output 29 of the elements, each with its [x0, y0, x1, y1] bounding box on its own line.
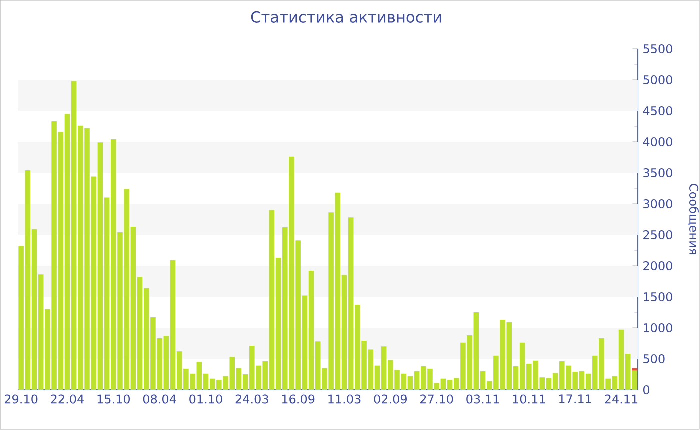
- x-tick-label: 24.11: [605, 394, 638, 404]
- y-axis-title: Сообщения: [688, 184, 700, 255]
- x-tick-label: 16.09: [282, 394, 315, 404]
- y-tick-label: 5000: [644, 75, 672, 85]
- y-tick-label: 2000: [644, 261, 672, 271]
- x-tick-label: 15.10: [98, 394, 130, 404]
- x-tick-label: 17.11: [559, 394, 592, 404]
- x-tick-label: 10.11: [513, 394, 546, 404]
- y-tick-label: 5500: [644, 44, 672, 54]
- y-tick-label: 0: [644, 385, 650, 395]
- y-tick-label: 1000: [644, 323, 672, 333]
- y-tick-label: 4500: [643, 106, 672, 116]
- bar: [632, 368, 638, 371]
- x-tick-label: 08.04: [143, 394, 176, 404]
- y-tick-label: 3500: [644, 168, 672, 178]
- x-tick-label: 01.10: [190, 394, 222, 404]
- y-tick-label: 3000: [644, 199, 672, 209]
- y-tick-label: 2500: [644, 230, 672, 240]
- chart-title: Статистика активности: [251, 11, 442, 23]
- x-tick-label: 29.10: [5, 394, 38, 404]
- y-tick-label: 1500: [644, 292, 672, 302]
- x-tick-label: 02.09: [374, 394, 407, 404]
- x-tick-label: 27.10: [420, 394, 454, 404]
- x-tick-label: 24.03: [236, 394, 268, 404]
- x-tick-label: 11.03: [328, 394, 361, 404]
- x-tick-label: 22.04: [51, 394, 84, 404]
- y-tick-label: 4000: [643, 137, 672, 147]
- x-tick-label: 03.11: [466, 394, 500, 404]
- y-tick-label: 500: [644, 354, 665, 364]
